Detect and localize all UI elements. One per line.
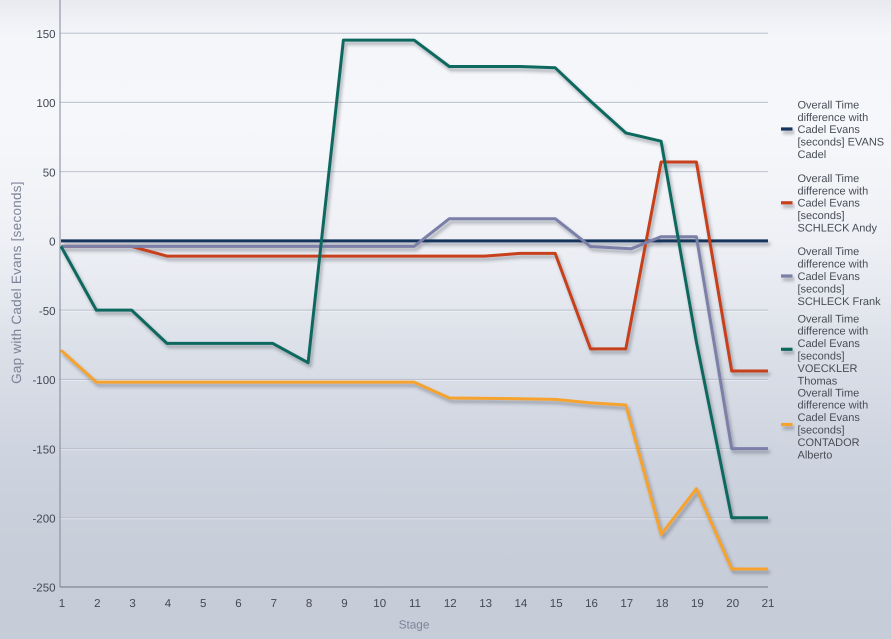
- svg-text:150: 150: [36, 29, 55, 41]
- svg-text:Cadel: Cadel: [798, 149, 827, 161]
- svg-text:9: 9: [341, 598, 347, 610]
- svg-text:SCHLECK Frank: SCHLECK Frank: [798, 296, 882, 308]
- svg-text:Overall Time: Overall Time: [798, 387, 860, 399]
- svg-text:6: 6: [235, 598, 241, 610]
- svg-text:Cadel Evans: Cadel Evans: [798, 412, 861, 424]
- svg-text:21: 21: [762, 598, 775, 610]
- svg-text:4: 4: [165, 598, 172, 610]
- svg-text:Overall Time: Overall Time: [798, 246, 860, 258]
- svg-text:-150: -150: [32, 444, 55, 456]
- svg-text:11: 11: [409, 598, 421, 610]
- svg-text:Cadel Evans: Cadel Evans: [798, 271, 861, 283]
- svg-text:[seconds]: [seconds]: [798, 210, 845, 222]
- svg-text:15: 15: [550, 598, 563, 610]
- svg-text:7: 7: [271, 598, 277, 610]
- svg-text:8: 8: [306, 598, 312, 610]
- svg-text:[seconds]: [seconds]: [798, 283, 845, 295]
- svg-text:VOECKLER: VOECKLER: [798, 363, 858, 375]
- svg-text:difference with: difference with: [798, 400, 869, 412]
- svg-text:17: 17: [620, 598, 633, 610]
- svg-text:18: 18: [656, 598, 669, 610]
- svg-text:Gap with Cadel Evans [seconds]: Gap with Cadel Evans [seconds]: [9, 181, 24, 384]
- svg-text:16: 16: [585, 598, 598, 610]
- svg-text:-100: -100: [32, 375, 55, 387]
- svg-text:Overall Time: Overall Time: [798, 99, 860, 111]
- svg-text:14: 14: [515, 598, 528, 610]
- svg-text:1: 1: [59, 598, 65, 610]
- svg-text:difference with: difference with: [798, 259, 869, 271]
- svg-text:Overall Time: Overall Time: [798, 173, 860, 185]
- svg-text:2: 2: [94, 598, 100, 610]
- svg-text:0: 0: [49, 237, 55, 249]
- svg-text:Thomas: Thomas: [798, 375, 838, 387]
- svg-text:20: 20: [726, 598, 739, 610]
- svg-text:[seconds] EVANS: [seconds] EVANS: [798, 137, 885, 149]
- svg-text:50: 50: [43, 167, 56, 179]
- svg-text:Cadel Evans: Cadel Evans: [798, 198, 861, 210]
- svg-text:19: 19: [691, 598, 704, 610]
- svg-text:[seconds]: [seconds]: [798, 425, 845, 437]
- svg-text:12: 12: [444, 598, 457, 610]
- svg-text:100: 100: [36, 98, 55, 110]
- svg-text:10: 10: [373, 598, 386, 610]
- svg-text:Alberto: Alberto: [798, 449, 833, 461]
- svg-text:SCHLECK Andy: SCHLECK Andy: [798, 223, 878, 235]
- svg-text:-250: -250: [32, 583, 55, 595]
- svg-text:Stage: Stage: [399, 618, 430, 632]
- svg-text:Overall Time: Overall Time: [798, 313, 860, 325]
- svg-text:5: 5: [200, 598, 206, 610]
- svg-text:3: 3: [129, 598, 135, 610]
- svg-text:Cadel Evans: Cadel Evans: [798, 124, 861, 136]
- svg-text:Cadel Evans: Cadel Evans: [798, 338, 861, 350]
- svg-text:difference with: difference with: [798, 112, 869, 124]
- svg-text:-50: -50: [39, 306, 56, 318]
- svg-text:-200: -200: [32, 514, 55, 526]
- svg-text:13: 13: [479, 598, 492, 610]
- svg-text:difference with: difference with: [798, 326, 869, 338]
- svg-text:CONTADOR: CONTADOR: [798, 437, 860, 449]
- svg-text:[seconds]: [seconds]: [798, 351, 845, 363]
- svg-text:difference with: difference with: [798, 185, 869, 197]
